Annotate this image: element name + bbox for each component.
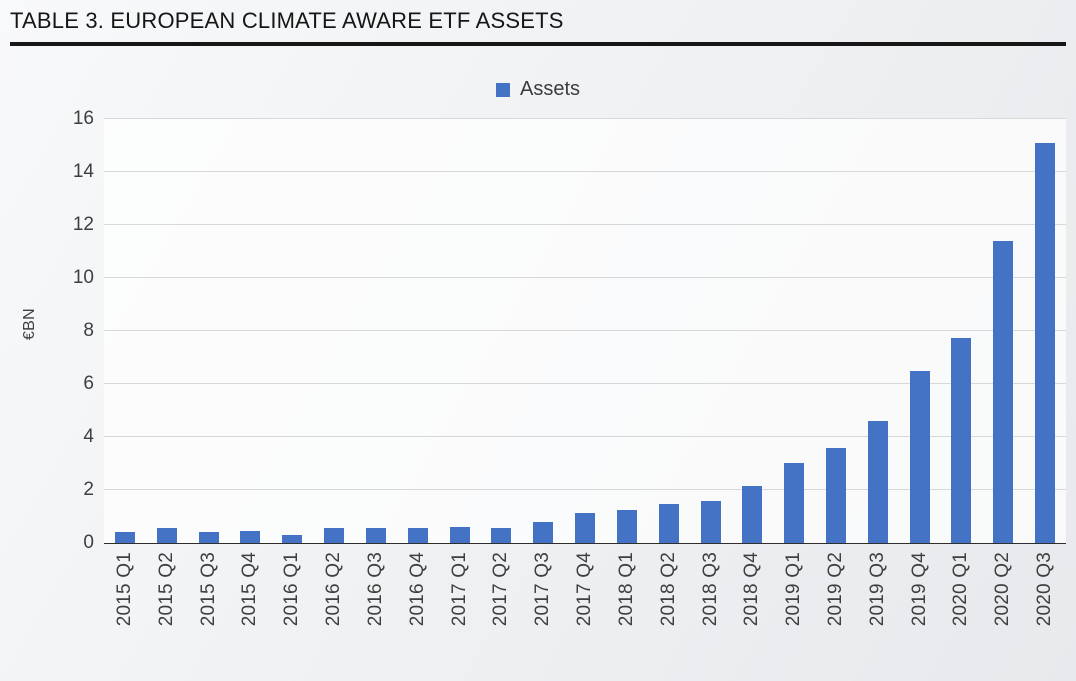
bar-slot-2018-q4: 2018 Q4 <box>731 119 773 626</box>
gridline-2 <box>104 489 1066 490</box>
bar-2020-q2 <box>993 240 1014 543</box>
bar-2016-q4 <box>407 527 428 543</box>
x-tick-label-2019-q4: 2019 Q4 <box>908 552 930 627</box>
x-tick-label-2019-q3: 2019 Q3 <box>866 552 888 627</box>
x-tick-label-2018-q1: 2018 Q1 <box>615 552 637 627</box>
x-tick-label-2018-q2: 2018 Q2 <box>657 552 679 627</box>
bar-2015-q2 <box>156 528 177 543</box>
x-tick-label-2018-q4: 2018 Q4 <box>741 552 763 627</box>
x-tick-label-2020-q2: 2020 Q2 <box>992 552 1014 627</box>
y-tick-label-2: 2 <box>83 479 94 500</box>
bar-2016-q1 <box>282 535 303 543</box>
gridline-16 <box>104 118 1066 119</box>
bar-2015-q3 <box>198 531 219 543</box>
x-tick-label-2016-q3: 2016 Q3 <box>364 552 386 627</box>
bar-2015-q1 <box>114 531 135 543</box>
bar-2018-q4 <box>742 485 763 543</box>
bar-slot-2016-q4: 2016 Q4 <box>397 119 439 626</box>
bar-2017-q2 <box>491 528 512 543</box>
bar-2020-q1 <box>951 338 972 543</box>
bar-2018-q3 <box>700 500 721 543</box>
x-tick-label-2018-q3: 2018 Q3 <box>699 552 721 627</box>
legend: Assets <box>0 78 1076 101</box>
x-tick-label-2016-q1: 2016 Q1 <box>281 552 303 627</box>
bar-2019-q3 <box>867 421 888 543</box>
bar-2018-q2 <box>658 504 679 543</box>
bar-slot-2015-q4: 2015 Q4 <box>229 119 271 626</box>
bar-slot-2018-q1: 2018 Q1 <box>606 119 648 626</box>
gridline-10 <box>104 277 1066 278</box>
x-tick-label-2015-q3: 2015 Q3 <box>197 552 219 627</box>
bar-series-assets: 2015 Q1 2015 Q2 2015 Q3 2015 Q4 2016 Q1 2016 … <box>104 119 1066 626</box>
gridline-8 <box>104 330 1066 331</box>
bar-slot-2019-q4: 2019 Q4 <box>899 119 941 626</box>
bar-2019-q1 <box>784 462 805 543</box>
y-axis-tick-labels: 0 2 4 6 8 10 12 14 16 <box>50 109 94 553</box>
x-tick-label-2017-q1: 2017 Q1 <box>448 552 470 627</box>
bar-2017-q3 <box>533 522 554 543</box>
bar-slot-2015-q3: 2015 Q3 <box>188 119 230 626</box>
plot-area: 2015 Q1 2015 Q2 2015 Q3 2015 Q4 2016 Q1 2016 … <box>104 118 1066 626</box>
bar-slot-2016-q1: 2016 Q1 <box>271 119 313 626</box>
x-tick-label-2016-q2: 2016 Q2 <box>323 552 345 627</box>
bar-slot-2016-q3: 2016 Q3 <box>355 119 397 626</box>
bar-2016-q2 <box>324 528 345 543</box>
y-tick-label-8: 8 <box>83 320 94 341</box>
gridline-12 <box>104 224 1066 225</box>
x-tick-label-2020-q3: 2020 Q3 <box>1034 552 1056 627</box>
bar-slot-2020-q3: 2020 Q3 <box>1024 119 1066 626</box>
bar-slot-2017-q4: 2017 Q4 <box>564 119 606 626</box>
gridline-14 <box>104 171 1066 172</box>
x-tick-label-2016-q4: 2016 Q4 <box>406 552 428 627</box>
bar-slot-2017-q1: 2017 Q1 <box>439 119 481 626</box>
bar-2019-q2 <box>825 447 846 543</box>
x-axis-line <box>104 543 1066 544</box>
bar-slot-2019-q3: 2019 Q3 <box>857 119 899 626</box>
chart-title: TABLE 3. EUROPEAN CLIMATE AWARE ETF ASSE… <box>10 8 564 33</box>
bar-slot-2016-q2: 2016 Q2 <box>313 119 355 626</box>
bar-2017-q4 <box>575 513 596 543</box>
y-tick-label-6: 6 <box>83 373 94 394</box>
bar-slot-2018-q3: 2018 Q3 <box>690 119 732 626</box>
gridline-4 <box>104 436 1066 437</box>
bar-slot-2019-q2: 2019 Q2 <box>815 119 857 626</box>
bar-2016-q3 <box>365 527 386 543</box>
x-tick-label-2017-q4: 2017 Q4 <box>574 552 596 627</box>
bar-2019-q4 <box>909 370 930 543</box>
bar-slot-2020-q2: 2020 Q2 <box>982 119 1024 626</box>
bar-slot-2017-q2: 2017 Q2 <box>480 119 522 626</box>
x-tick-label-2017-q2: 2017 Q2 <box>490 552 512 627</box>
bar-2017-q1 <box>449 527 470 543</box>
bar-slot-2018-q2: 2018 Q2 <box>648 119 690 626</box>
x-tick-label-2015-q2: 2015 Q2 <box>155 552 177 627</box>
x-tick-label-2019-q1: 2019 Q1 <box>783 552 805 627</box>
x-tick-label-2020-q1: 2020 Q1 <box>950 552 972 627</box>
title-rule <box>10 42 1066 46</box>
bar-slot-2015-q1: 2015 Q1 <box>104 119 146 626</box>
y-tick-label-10: 10 <box>72 267 94 288</box>
x-tick-label-2015-q4: 2015 Q4 <box>239 552 261 627</box>
x-tick-label-2019-q2: 2019 Q2 <box>824 552 846 627</box>
bar-2020-q3 <box>1035 142 1056 543</box>
bar-slot-2019-q1: 2019 Q1 <box>773 119 815 626</box>
bar-slot-2015-q2: 2015 Q2 <box>146 119 188 626</box>
bar-slot-2017-q3: 2017 Q3 <box>522 119 564 626</box>
gridline-6 <box>104 383 1066 384</box>
legend-label-assets: Assets <box>519 78 581 100</box>
legend-swatch-assets <box>495 82 510 97</box>
y-tick-label-14: 14 <box>72 161 94 182</box>
y-axis-title: €BN <box>21 307 39 341</box>
y-tick-label-16: 16 <box>72 108 94 129</box>
y-tick-label-0: 0 <box>83 532 94 553</box>
x-tick-label-2017-q3: 2017 Q3 <box>532 552 554 627</box>
x-tick-label-2015-q1: 2015 Q1 <box>113 552 135 627</box>
bar-2015-q4 <box>240 531 261 543</box>
bar-slot-2020-q1: 2020 Q1 <box>941 119 983 626</box>
y-tick-label-12: 12 <box>72 214 94 235</box>
y-tick-label-4: 4 <box>83 426 94 447</box>
bar-2018-q1 <box>616 510 637 543</box>
